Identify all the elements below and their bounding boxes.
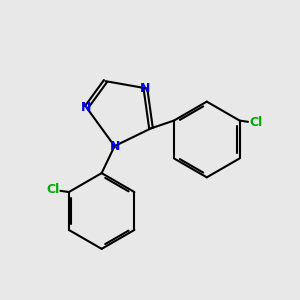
Text: N: N <box>81 101 92 114</box>
Text: N: N <box>110 140 120 153</box>
Text: N: N <box>140 82 151 95</box>
Text: Cl: Cl <box>46 184 59 196</box>
Text: Cl: Cl <box>249 116 262 129</box>
